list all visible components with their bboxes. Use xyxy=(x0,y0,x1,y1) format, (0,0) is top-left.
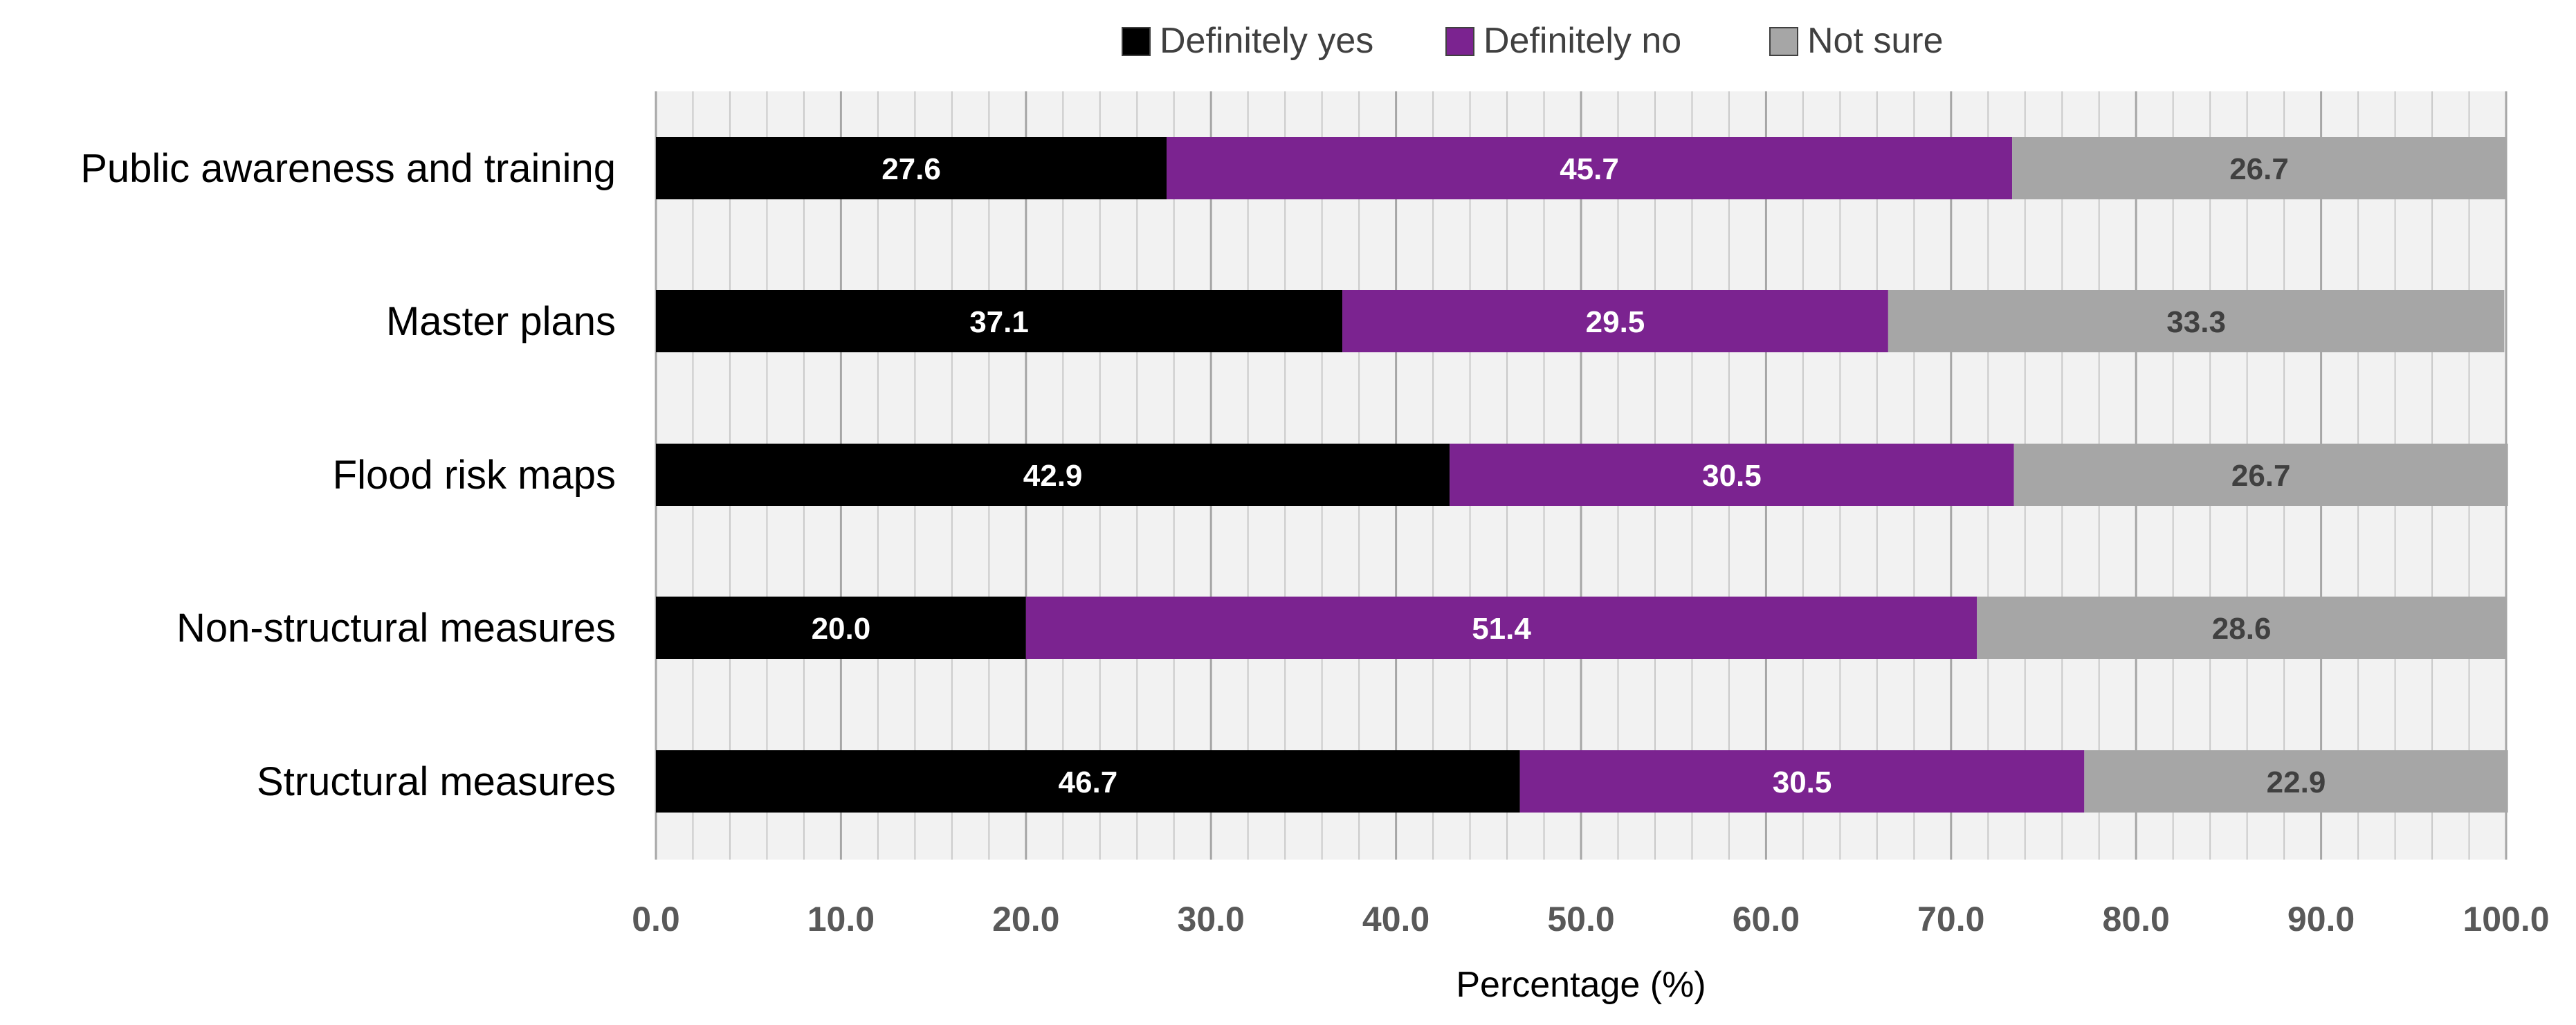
legend-swatch xyxy=(1445,27,1474,56)
bar-segment xyxy=(656,444,1450,506)
bar-segment xyxy=(656,290,1343,352)
bar-segment xyxy=(1167,137,2013,199)
x-tick-label: 40.0 xyxy=(1362,900,1429,938)
bars xyxy=(656,137,2508,813)
bar-value-label: 29.5 xyxy=(1586,305,1645,339)
bar-segment xyxy=(1342,290,1888,352)
bar-value-labels: 27.6 45.7 26.7 37.1 29.5 33.3 42.9 30.5 26.7 20.0… xyxy=(812,152,2326,799)
bar-value-label: 42.9 xyxy=(1023,459,1083,493)
bar-value-label: 22.9 xyxy=(2267,765,2326,799)
legend: Definitely yes Definitely no Not sure xyxy=(1122,21,1944,61)
category-axis-labels: Public awareness and training Master plan… xyxy=(80,146,616,804)
x-axis-tick-labels: 0.0 10.0 20.0 30.0 40.0 50.0 60.0 70.0 80.0 90.0 1… xyxy=(632,900,2549,938)
bar-value-label: 27.6 xyxy=(881,152,941,186)
x-tick-label: 30.0 xyxy=(1178,900,1245,938)
x-tick-label: 0.0 xyxy=(632,900,680,938)
x-tick-label: 70.0 xyxy=(1917,900,1984,938)
bar-segment xyxy=(1450,444,2014,506)
bar-value-label: 45.7 xyxy=(1560,152,1619,186)
bar-value-label: 28.6 xyxy=(2212,612,2272,646)
bar-segment xyxy=(656,597,1026,659)
bar-segment xyxy=(1025,597,1977,659)
legend-label: Not sure xyxy=(1807,21,1944,61)
x-tick-label: 20.0 xyxy=(992,900,1059,938)
legend-swatch xyxy=(1122,27,1151,56)
legend-swatch xyxy=(1769,27,1798,56)
bar-value-label: 46.7 xyxy=(1059,765,1118,799)
legend-item: Definitely no xyxy=(1445,21,1681,61)
bar-value-label: 30.5 xyxy=(1702,459,1762,493)
x-tick-label: 10.0 xyxy=(807,900,875,938)
category-label: Structural measures xyxy=(257,759,616,804)
category-label: Public awareness and training xyxy=(80,146,616,191)
legend-label: Definitely yes xyxy=(1160,21,1373,61)
bar-value-label: 26.7 xyxy=(2229,152,2289,186)
bar-value-label: 37.1 xyxy=(969,305,1029,339)
bar-segment xyxy=(656,750,1520,813)
x-tick-label: 80.0 xyxy=(2103,900,2170,938)
x-tick-label: 60.0 xyxy=(1733,900,1800,938)
bar-segment xyxy=(656,137,1167,199)
bar-value-label: 20.0 xyxy=(812,612,871,646)
bar-segment xyxy=(1519,750,2085,813)
bar-value-label: 51.4 xyxy=(1472,612,1531,646)
legend-item: Not sure xyxy=(1769,21,1944,61)
category-label: Non-structural measures xyxy=(176,606,616,651)
bar-value-label: 26.7 xyxy=(2231,459,2291,493)
bar-segment xyxy=(1888,290,2505,352)
bar-segment xyxy=(1977,597,2506,659)
x-tick-label: 100.0 xyxy=(2463,900,2549,938)
x-tick-label: 90.0 xyxy=(2287,900,2355,938)
bar-value-label: 33.3 xyxy=(2166,305,2226,339)
x-tick-label: 50.0 xyxy=(1547,900,1614,938)
x-axis-title: Percentage (%) xyxy=(1456,965,1706,1005)
category-label: Flood risk maps xyxy=(333,453,616,498)
bar-segment xyxy=(2013,444,2508,506)
bar-value-label: 30.5 xyxy=(1773,765,1832,799)
bar-segment xyxy=(2084,750,2508,813)
bar-segment xyxy=(2012,137,2506,199)
category-label: Master plans xyxy=(386,299,616,344)
legend-label: Definitely no xyxy=(1483,21,1681,61)
legend-item: Definitely yes xyxy=(1122,21,1373,61)
